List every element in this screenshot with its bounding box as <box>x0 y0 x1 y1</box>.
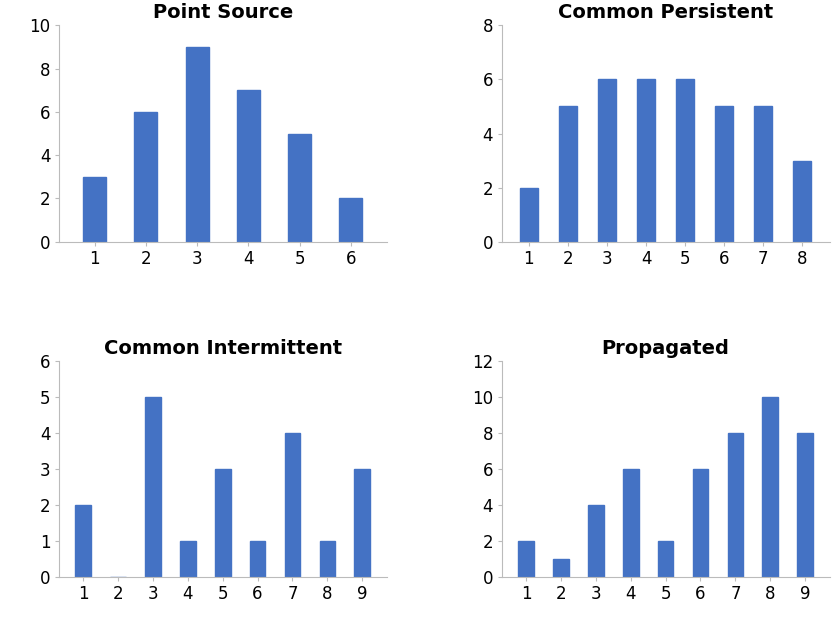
Bar <box>520 188 538 242</box>
Bar <box>215 469 230 577</box>
Bar <box>518 541 534 577</box>
Title: Propagated: Propagated <box>602 339 730 358</box>
Bar <box>598 79 616 242</box>
Title: Point Source: Point Source <box>153 3 292 22</box>
Bar <box>794 160 811 242</box>
Bar <box>288 134 311 242</box>
Bar <box>716 107 733 242</box>
Bar <box>754 107 772 242</box>
Bar <box>145 397 161 577</box>
Bar <box>693 469 708 577</box>
Bar <box>553 559 569 577</box>
Bar <box>285 433 300 577</box>
Bar <box>250 541 266 577</box>
Bar <box>83 177 106 242</box>
Title: Common Persistent: Common Persistent <box>558 3 773 22</box>
Bar <box>134 112 158 242</box>
Bar <box>237 90 260 242</box>
Bar <box>75 505 91 577</box>
Bar <box>763 397 779 577</box>
Bar <box>339 198 362 242</box>
Bar <box>559 107 577 242</box>
Bar <box>637 79 654 242</box>
Bar <box>658 541 674 577</box>
Title: Common Intermittent: Common Intermittent <box>104 339 342 358</box>
Bar <box>180 541 195 577</box>
Bar <box>185 47 209 242</box>
Bar <box>588 505 603 577</box>
Bar <box>727 433 743 577</box>
Bar <box>797 433 813 577</box>
Bar <box>623 469 639 577</box>
Bar <box>354 469 370 577</box>
Bar <box>319 541 335 577</box>
Bar <box>676 79 694 242</box>
